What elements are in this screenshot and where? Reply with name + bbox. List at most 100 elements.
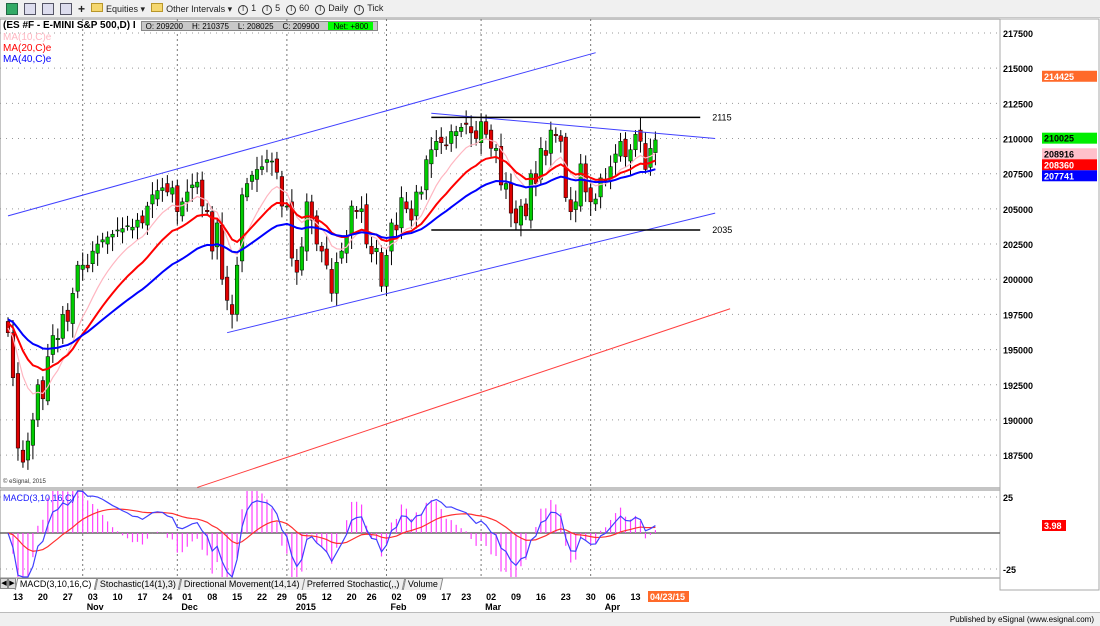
candle-body — [55, 338, 60, 340]
x-tick-label: 13 — [13, 592, 23, 602]
refresh-page-icon[interactable] — [42, 2, 54, 15]
tab-preferred-stochastic[interactable]: Preferred Stochastic(,,) — [301, 578, 405, 590]
trendline — [227, 212, 716, 334]
candle — [493, 144, 499, 164]
tab-volume[interactable]: Volume — [402, 578, 443, 590]
candle-body — [469, 126, 474, 134]
candle — [638, 117, 643, 153]
candle-body — [225, 276, 230, 301]
symbol-title: (ES #F - E-MINI S&P 500,D) I — [3, 20, 136, 31]
macd-tick-label: 25 — [1003, 493, 1013, 503]
candle — [240, 187, 245, 273]
x-tick-label: 02 — [486, 592, 496, 602]
candle — [359, 196, 364, 223]
candle — [170, 180, 175, 203]
price-marker — [1042, 159, 1097, 171]
price-chart[interactable]: 2175002150002125002100002075002050002025… — [0, 0, 1100, 612]
interval-tick-button[interactable]: I Tick — [354, 3, 383, 15]
candle — [145, 201, 150, 235]
candle — [439, 127, 444, 155]
candle — [160, 177, 165, 202]
chart-icon[interactable] — [6, 2, 18, 15]
candle-body — [75, 264, 80, 292]
y-tick-label: 212500 — [1003, 99, 1033, 109]
candle-body — [85, 264, 90, 269]
ma20-legend[interactable]: MA(20,C)e — [3, 43, 52, 54]
x-tick-label: 08 — [207, 592, 217, 602]
candle-body — [484, 121, 489, 135]
x-tick-label: 03 — [88, 592, 98, 602]
level-label: 2035 — [712, 225, 732, 235]
interval-icon: I — [354, 4, 365, 15]
tab-scroll-left[interactable]: ◀ — [0, 578, 8, 589]
candle-body — [588, 187, 593, 203]
candle-body — [503, 183, 509, 190]
candle — [479, 113, 484, 155]
candle-body — [165, 183, 170, 193]
equities-menu[interactable]: Equities ▾ — [91, 2, 145, 15]
candle — [404, 191, 409, 214]
candle-body — [105, 236, 110, 245]
candle — [394, 212, 399, 238]
open-value: O: 209200 — [145, 21, 183, 31]
ma10-legend[interactable]: MA(10,C)e — [3, 32, 52, 43]
tab-directional-movement[interactable]: Directional Movement(14,14) — [178, 578, 305, 590]
candle-body — [269, 160, 274, 163]
interval-60-button[interactable]: I 60 — [286, 3, 309, 15]
interval-icon: I — [262, 4, 273, 15]
candle — [364, 193, 369, 249]
candle — [319, 241, 324, 263]
window-icon[interactable] — [60, 2, 72, 15]
ohlc-readout: O: 209200 H: 210375 L: 208025 C: 209900 … — [140, 20, 379, 31]
candle — [334, 252, 339, 306]
candle — [70, 287, 75, 338]
candle-body — [523, 203, 528, 217]
interval-daily-button[interactable]: I Daily — [315, 3, 348, 15]
macd-legend[interactable]: MACD(3,10,16,C) — [3, 493, 75, 503]
candle — [623, 132, 628, 167]
candle-body — [558, 135, 563, 142]
candle-body — [60, 314, 65, 339]
price-axis — [999, 18, 1100, 591]
ma40-legend[interactable]: MA(40,C)e — [3, 54, 52, 65]
macd-marker-label: 3.98 — [1044, 521, 1062, 531]
interval-icon: I — [286, 4, 297, 15]
candle-body — [289, 201, 294, 259]
candle-body — [5, 321, 11, 333]
other-intervals-menu[interactable]: Other Intervals ▾ — [151, 2, 232, 15]
candle — [459, 123, 464, 138]
folder-icon — [151, 2, 164, 12]
tab-stochastic[interactable]: Stochastic(14(1),3) — [94, 578, 181, 590]
y-tick-label: 202500 — [1003, 240, 1033, 250]
y-tick-label: 207500 — [1003, 170, 1033, 180]
candle-body — [379, 252, 384, 287]
x-tick-label: 20 — [38, 592, 48, 602]
candle-body — [35, 384, 40, 421]
candle — [150, 182, 155, 219]
candle-body — [309, 201, 314, 221]
candle-body — [160, 187, 165, 191]
candle — [35, 379, 40, 427]
candle — [653, 131, 658, 166]
y-tick-label: 192500 — [1003, 381, 1033, 391]
candle — [225, 265, 230, 311]
candle-body — [45, 356, 50, 402]
add-icon[interactable]: + — [78, 1, 86, 16]
price-marker — [1042, 70, 1097, 82]
x-tick-label: 27 — [63, 592, 73, 602]
tab-macd[interactable]: MACD(3,10,16,C) — [14, 578, 97, 590]
candle-body — [15, 373, 21, 449]
candle-body — [324, 248, 329, 266]
candle-body — [449, 131, 454, 144]
candle — [464, 110, 469, 135]
page-icon[interactable] — [24, 2, 36, 15]
candle-body — [518, 205, 523, 226]
candle-body — [339, 250, 344, 259]
price-marker — [1042, 132, 1097, 144]
candle-body — [264, 159, 270, 163]
month-label: Apr — [605, 602, 621, 612]
candle — [513, 200, 519, 230]
candle — [354, 206, 359, 219]
